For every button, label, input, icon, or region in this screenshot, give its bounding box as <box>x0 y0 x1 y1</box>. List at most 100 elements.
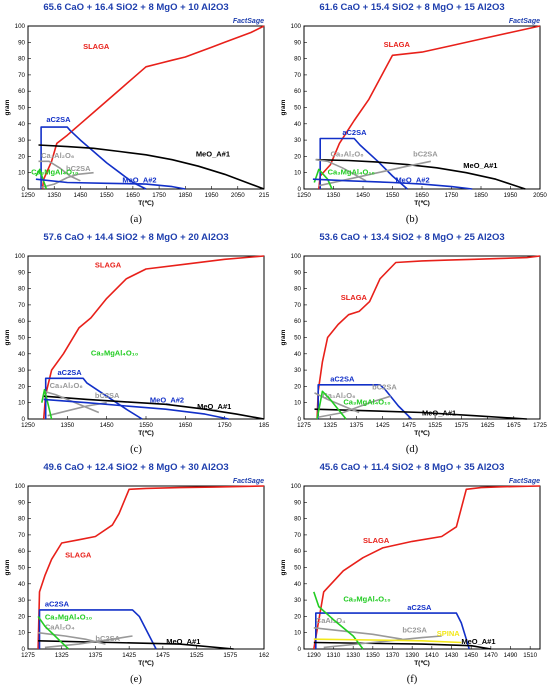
series-line-ca3mgal4o10 <box>37 615 70 650</box>
y-tick-label: 70 <box>294 302 301 309</box>
y-tick-label: 90 <box>294 39 301 46</box>
x-tick-label: 1275 <box>297 422 311 429</box>
series-label: aC2SA <box>45 600 70 609</box>
y-tick-label: 70 <box>18 72 25 79</box>
y-tick-label: 0 <box>22 186 26 193</box>
y-tick-label: 30 <box>18 137 25 144</box>
y-tick-label: 90 <box>18 499 25 506</box>
y-axis-title: gram <box>280 559 287 575</box>
y-tick-label: 0 <box>298 416 302 423</box>
series-label: aC2SA <box>407 603 432 612</box>
y-tick-label: 20 <box>18 383 25 390</box>
x-tick-label: 1650 <box>178 422 192 429</box>
series-label: bC2SA <box>372 383 397 392</box>
y-tick-label: 100 <box>291 483 302 490</box>
x-tick-label: 1425 <box>376 422 390 429</box>
chart-panel: 57.6 CaO + 14.4 SiO2 + 8 MgO + 20 Al2O3 0… <box>2 232 270 460</box>
series-line-ac2sa <box>314 612 470 650</box>
factsage-logo: FactSage <box>233 478 264 485</box>
x-tick-label: 185 <box>259 422 270 429</box>
series-line-ac2sa <box>317 384 413 420</box>
panel-caption: (b) <box>405 214 419 225</box>
x-tick-label: 1350 <box>60 422 74 429</box>
chart-title: 53.6 CaO + 13.4 SiO2 + 8 MgO + 25 Al2O3 <box>319 232 505 243</box>
y-tick-label: 100 <box>291 23 302 30</box>
x-tick-label: 1475 <box>402 422 416 429</box>
x-tick-label: 1950 <box>205 192 219 199</box>
x-tick-label: 1375 <box>89 652 103 659</box>
x-tick-label: 1390 <box>405 652 419 659</box>
y-tick-label: 0 <box>298 186 302 193</box>
x-tick-label: 2050 <box>231 192 245 199</box>
y-tick-label: 40 <box>18 581 25 588</box>
y-axis-title: gram <box>280 99 287 115</box>
series-label: Ca₃Al₂O₆ <box>50 381 83 390</box>
series-line-ca3al2o6 <box>43 390 100 414</box>
y-tick-label: 60 <box>294 318 301 325</box>
y-tick-label: 10 <box>18 170 25 177</box>
y-tick-label: 100 <box>15 23 26 30</box>
y-tick-label: 60 <box>18 318 25 325</box>
plot-frame <box>27 255 265 420</box>
factsage-logo: FactSage <box>233 18 264 25</box>
series-label: MeO_A#1 <box>463 161 497 170</box>
y-tick-label: 50 <box>18 565 25 572</box>
x-tick-label: 1250 <box>297 192 311 199</box>
series-label: Ca₃MgAl₄O₁₀ <box>328 167 375 176</box>
chart-svg: FactSage 0 10 20 30 40 50 60 70 80 90 100 1275 1325 13… <box>4 478 270 667</box>
series-line-ca3mgal4o10 <box>316 390 347 420</box>
x-tick-label: 1275 <box>21 652 35 659</box>
y-axis-title: gram <box>280 329 287 345</box>
y-tick-label: 20 <box>294 153 301 160</box>
x-axis-title: T(℃) <box>138 199 154 207</box>
y-tick-label: 60 <box>294 548 301 555</box>
x-tick-label: 1525 <box>190 652 204 659</box>
x-tick-label: 1350 <box>366 652 380 659</box>
y-tick-label: 80 <box>18 286 25 293</box>
chart-title: 65.6 CaO + 16.4 SiO2 + 8 MgO + 10 Al2O3 <box>43 2 229 13</box>
series-label: SLAGA <box>95 260 122 269</box>
x-tick-label: 1470 <box>484 652 498 659</box>
series-label: bC2SA <box>95 391 120 400</box>
x-tick-label: 1325 <box>55 652 69 659</box>
series-line-ca3mgal4o10 <box>41 388 53 420</box>
panel-caption: (c) <box>130 444 142 455</box>
series-line-meo-a-1 <box>315 158 526 190</box>
y-tick-label: 90 <box>18 269 25 276</box>
series-label: SLAGA <box>341 293 368 302</box>
series-line-slaga <box>313 485 541 650</box>
y-tick-label: 40 <box>18 351 25 358</box>
series-label: bC2SA <box>402 626 427 635</box>
series-line-ca3mgal4o10 <box>313 168 333 190</box>
panel-caption: (f) <box>406 674 418 685</box>
y-tick-label: 80 <box>18 56 25 63</box>
x-tick-label: 1575 <box>223 652 237 659</box>
series-label: Ca₃Al₂O₆ <box>322 391 355 400</box>
y-tick-label: 100 <box>291 253 302 260</box>
x-tick-label: 1850 <box>178 192 192 199</box>
y-tick-label: 50 <box>294 335 301 342</box>
series-line-meo-a-2 <box>43 398 229 420</box>
series-line-meo-a-1 <box>38 144 265 190</box>
series-label: SLAGA <box>384 40 411 49</box>
x-axis-title: T(℃) <box>138 659 154 667</box>
x-tick-label: 1725 <box>533 422 547 429</box>
x-tick-label: 1950 <box>504 192 518 199</box>
y-tick-label: 70 <box>18 302 25 309</box>
series-line-ca3al2o6 <box>38 160 81 182</box>
y-tick-label: 100 <box>15 253 26 260</box>
series-label: SLAGA <box>363 536 390 545</box>
x-tick-label: 1250 <box>21 192 35 199</box>
y-tick-label: 80 <box>294 286 301 293</box>
y-tick-label: 20 <box>294 383 301 390</box>
series-line-ac2sa <box>38 609 157 650</box>
y-tick-label: 40 <box>294 351 301 358</box>
y-tick-label: 20 <box>18 153 25 160</box>
x-tick-label: 1575 <box>454 422 468 429</box>
series-label: Ca₃Al₂O₆ <box>41 151 74 160</box>
x-tick-label: 1310 <box>327 652 341 659</box>
x-tick-label: 1325 <box>323 422 337 429</box>
series-label: aC2SA <box>342 128 367 137</box>
series-line-meo-a-1 <box>43 395 265 420</box>
chart-title: 57.6 CaO + 14.4 SiO2 + 8 MgO + 20 Al2O3 <box>43 232 229 243</box>
